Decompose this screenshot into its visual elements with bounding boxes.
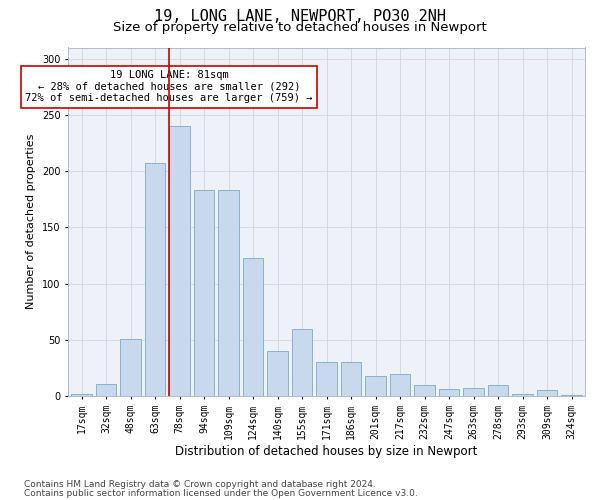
Bar — [389, 374, 410, 396]
Bar — [316, 362, 337, 396]
Bar — [169, 126, 190, 396]
Text: Contains public sector information licensed under the Open Government Licence v3: Contains public sector information licen… — [24, 489, 418, 498]
Text: Contains HM Land Registry data © Crown copyright and database right 2024.: Contains HM Land Registry data © Crown c… — [24, 480, 376, 489]
Bar — [561, 395, 582, 396]
X-axis label: Distribution of detached houses by size in Newport: Distribution of detached houses by size … — [175, 444, 478, 458]
Text: Size of property relative to detached houses in Newport: Size of property relative to detached ho… — [113, 21, 487, 34]
Bar — [267, 351, 288, 396]
Bar — [488, 385, 508, 396]
Bar — [218, 190, 239, 396]
Bar — [194, 190, 214, 396]
Bar — [365, 376, 386, 396]
Bar — [120, 338, 141, 396]
Bar — [95, 384, 116, 396]
Text: 19 LONG LANE: 81sqm
← 28% of detached houses are smaller (292)
72% of semi-detac: 19 LONG LANE: 81sqm ← 28% of detached ho… — [25, 70, 313, 103]
Bar — [145, 164, 166, 396]
Bar — [242, 258, 263, 396]
Bar — [292, 328, 313, 396]
Bar — [463, 388, 484, 396]
Bar — [414, 385, 435, 396]
Text: 19, LONG LANE, NEWPORT, PO30 2NH: 19, LONG LANE, NEWPORT, PO30 2NH — [154, 9, 446, 24]
Bar — [341, 362, 361, 396]
Bar — [71, 394, 92, 396]
Bar — [512, 394, 533, 396]
Y-axis label: Number of detached properties: Number of detached properties — [26, 134, 36, 310]
Bar — [439, 390, 460, 396]
Bar — [536, 390, 557, 396]
